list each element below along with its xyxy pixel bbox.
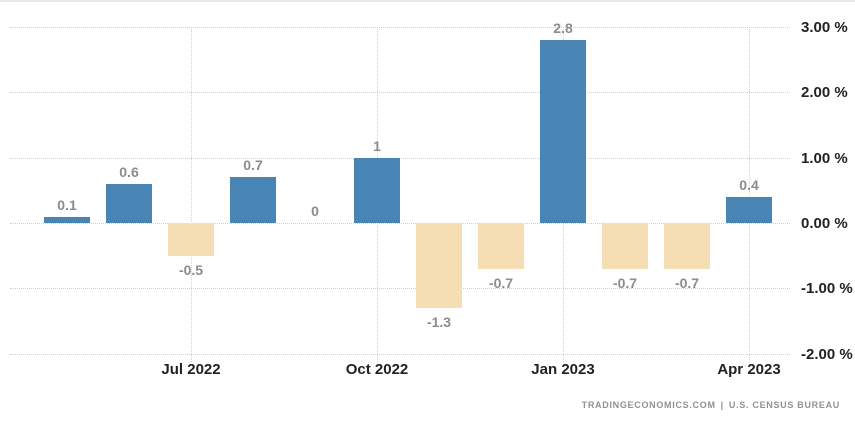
bar[interactable] (354, 157, 400, 223)
x-tick-label: Jul 2022 (161, 361, 221, 378)
y-gridline (10, 92, 790, 94)
bar-value-label: -0.5 (178, 261, 204, 278)
bar-value-label: 1 (373, 137, 381, 154)
bar-value-label: -1.3 (426, 313, 452, 330)
x-tick-label: Oct 2022 (345, 361, 409, 378)
bar-value-label: 0.6 (119, 163, 139, 180)
bar-value-label: -0.7 (488, 274, 514, 291)
y-gridline (10, 157, 790, 159)
bar[interactable] (44, 216, 90, 223)
x-tick-label: Apr 2023 (717, 361, 781, 378)
bar-value-label: -0.7 (674, 274, 700, 291)
bar-value-label: 2.8 (553, 20, 573, 37)
bar[interactable] (540, 40, 586, 223)
y-tick-label: -1.00 % (801, 280, 853, 298)
y-gridline (10, 27, 790, 29)
x-tick-label: Jan 2023 (531, 361, 595, 378)
bar-value-label: 0.7 (243, 157, 263, 174)
attribution: TRADINGECONOMICS.COM | U.S. CENSUS BUREAU (582, 400, 840, 410)
x-gridline (191, 27, 192, 362)
y-tick-label: 1.00 % (801, 149, 848, 167)
attribution-provider: U.S. CENSUS BUREAU (728, 400, 840, 410)
bar[interactable] (416, 223, 462, 308)
bar-value-label: 0.4 (739, 176, 759, 193)
chart-top-border (0, 0, 855, 2)
bar[interactable] (106, 183, 152, 223)
bar-value-label: -0.7 (612, 274, 638, 291)
y-tick-label: 0.00 % (801, 215, 848, 232)
y-tick-label: -2.00 % (801, 345, 853, 363)
bar-value-label: 0 (311, 203, 319, 219)
y-tick-label: 2.00 % (801, 84, 848, 102)
bar[interactable] (168, 223, 214, 256)
bar-value-label: 0.1 (57, 196, 77, 213)
bar[interactable] (478, 223, 524, 269)
bar[interactable] (726, 196, 772, 223)
y-gridline (10, 288, 790, 290)
y-gridline (10, 223, 790, 224)
attribution-source: TRADINGECONOMICS.COM (581, 400, 716, 410)
y-tick-label: 3.00 % (801, 19, 848, 37)
y-gridline (10, 353, 790, 355)
bar[interactable] (664, 223, 710, 269)
bar[interactable] (602, 223, 648, 269)
bar[interactable] (230, 177, 276, 223)
x-gridline (749, 27, 750, 362)
attribution-separator: | (720, 400, 724, 410)
